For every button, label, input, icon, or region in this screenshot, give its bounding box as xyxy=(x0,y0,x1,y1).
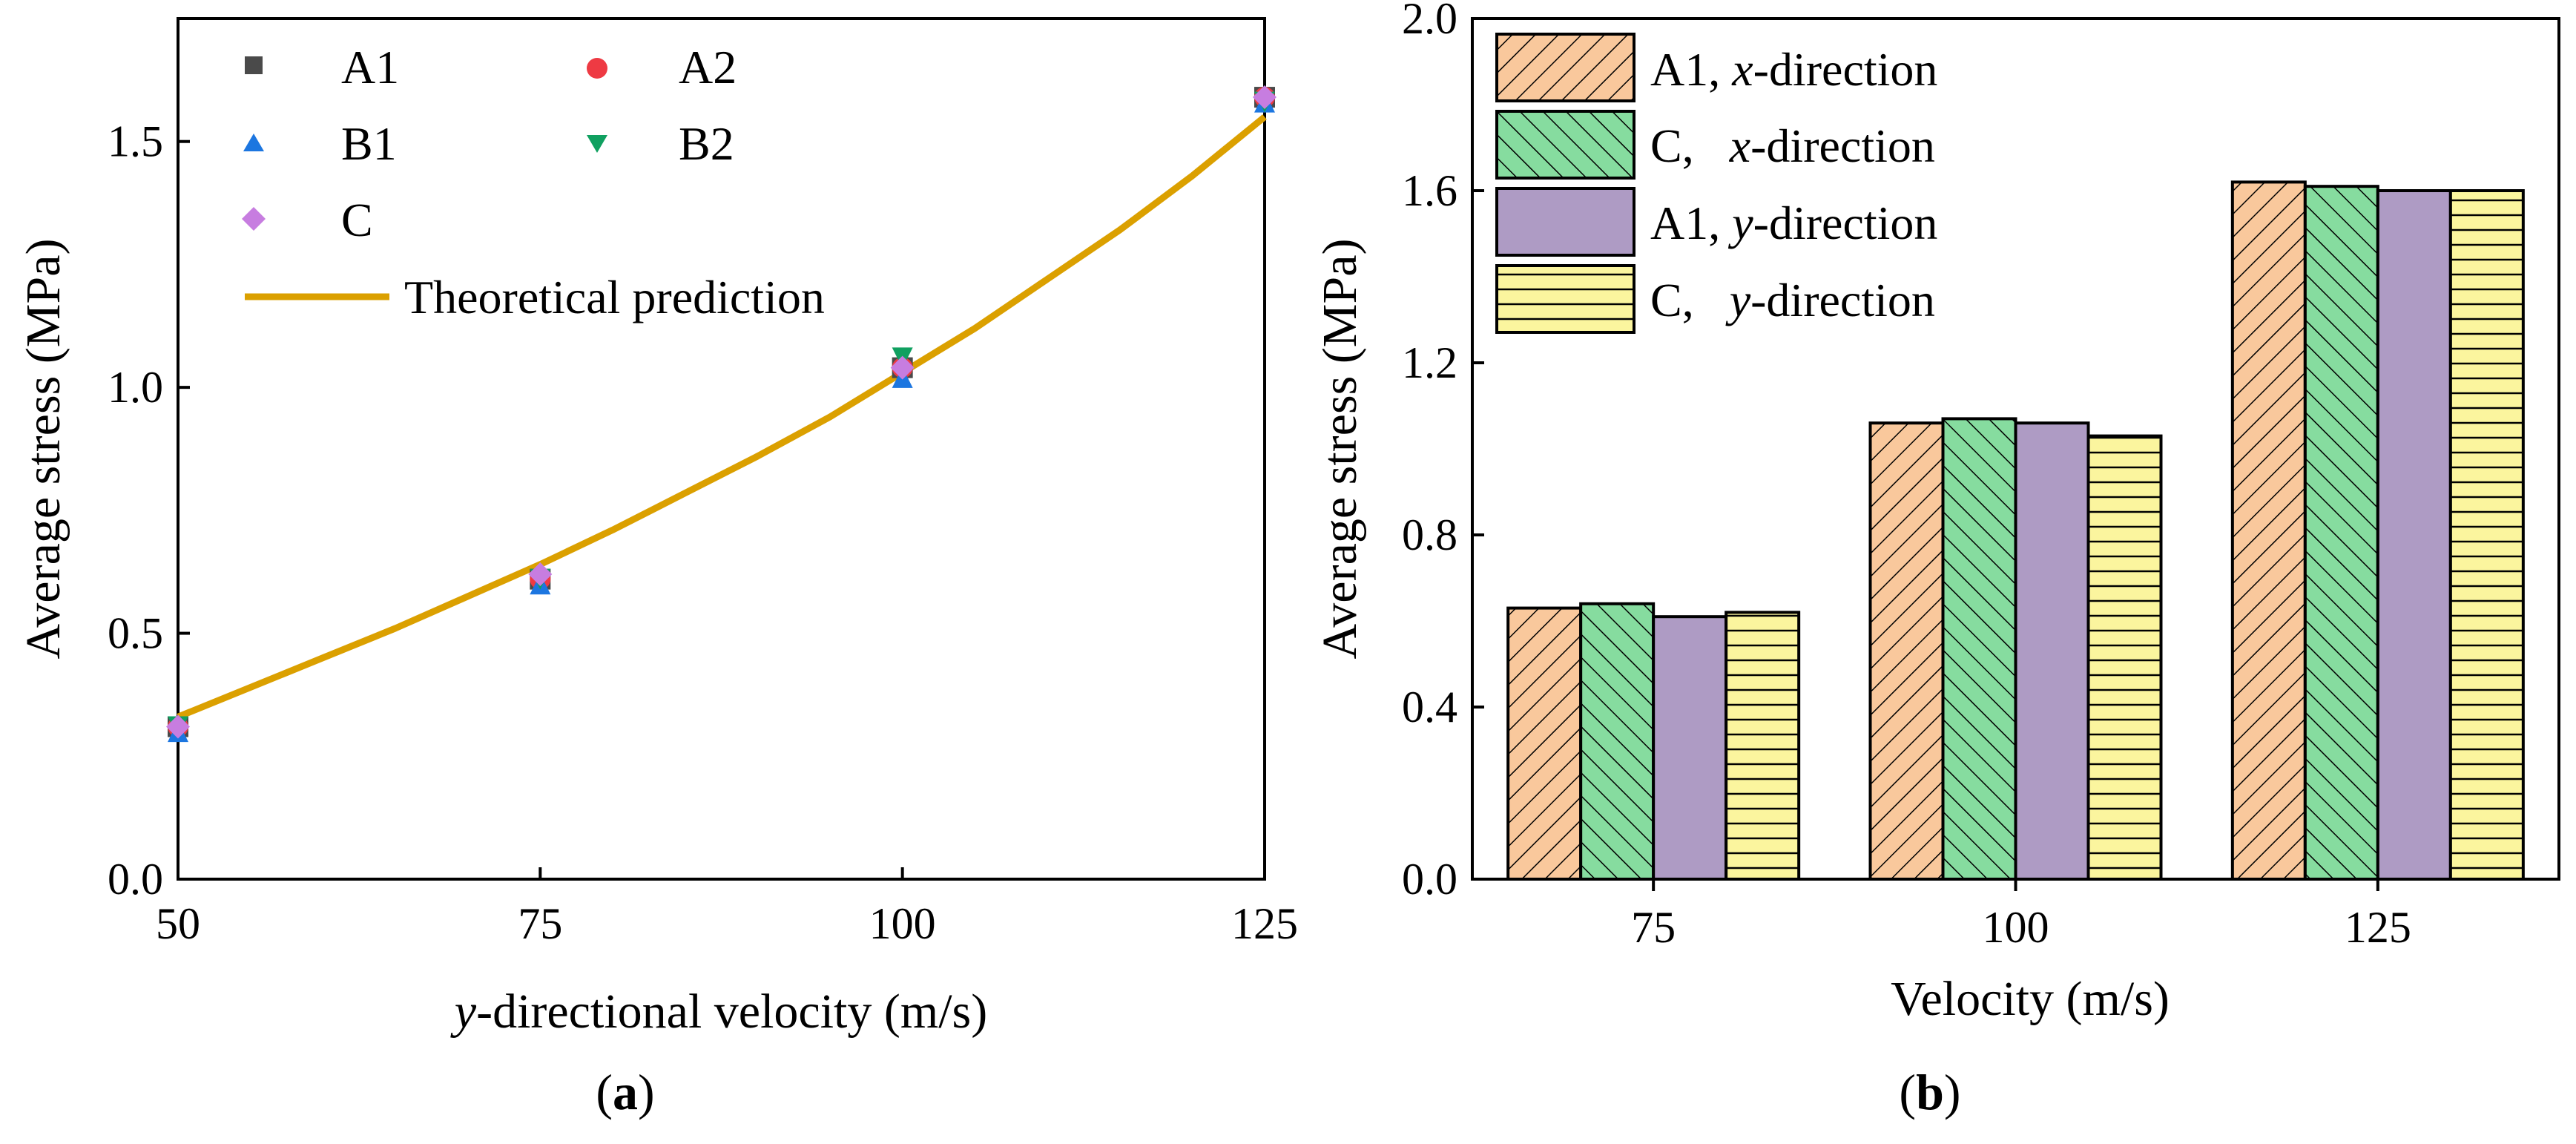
panel-b-y-tick-label: 0.8 xyxy=(1402,510,1457,559)
panel-a-legend: A1 A2 B1 B2 C Theoretical prediction xyxy=(242,41,825,323)
legend-label-A1-x-italic: x xyxy=(1731,43,1753,96)
panel-a-y-tick-label: 0.0 xyxy=(108,855,163,904)
theoretical-prediction-line xyxy=(177,114,1267,720)
panel-a-caption-open: ( xyxy=(596,1064,613,1120)
data-point-C xyxy=(890,355,915,380)
legend-label-C-x-direction: C, x-direction xyxy=(1650,119,1935,172)
data-point-C xyxy=(528,562,553,587)
panel-b-x-tick-label: 100 xyxy=(1983,903,2049,952)
legend-entry-A1-x-direction: A1, x-direction xyxy=(1495,33,1937,102)
bar-C-x-direction-100 xyxy=(1941,417,2017,881)
bar-C-y-direction-125 xyxy=(2448,189,2525,881)
panel-a-x-tick-label: 100 xyxy=(869,899,936,948)
panel-a-x-tick-label: 125 xyxy=(1231,899,1298,948)
panel-b-y-axis-title: Average stress (MPa) xyxy=(1313,239,1367,660)
legend-label-A1-y-direction: A1, y-direction xyxy=(1650,197,1937,249)
legend-label-C-x-main: C, xyxy=(1650,119,1730,172)
legend-label-A1-x-rest: -direction xyxy=(1753,43,1938,96)
panel-b-y-tick-label: 0.4 xyxy=(1402,683,1457,732)
bar-A1-y-direction-100 xyxy=(2014,421,2090,881)
panel-b-y-tick-label: 1.6 xyxy=(1402,166,1457,215)
legend-label-C-x-italic: x xyxy=(1729,119,1750,172)
legend-label-C-x-rest: -direction xyxy=(1750,119,1935,172)
panel-b-y-tick-label: 2.0 xyxy=(1402,0,1457,43)
panel-a-y-tick-label: 1.0 xyxy=(108,363,163,412)
panel-a-x-tick-label: 50 xyxy=(156,899,200,948)
panel-b-caption: (b) xyxy=(1899,1064,1960,1120)
panel-b-x-tick-label: 125 xyxy=(2345,903,2411,952)
bar-A1-x-direction-125 xyxy=(2230,180,2307,881)
legend-entry-C-x-direction: C, x-direction xyxy=(1495,110,1935,180)
panel-a-caption: (a) xyxy=(596,1064,654,1120)
panel-a-y-axis-title: Average stress (MPa) xyxy=(16,239,70,660)
legend-swatch-C-y xyxy=(1495,264,1635,334)
legend-marker-triangle-down xyxy=(587,135,607,153)
legend-label-C-y-direction: C, y-direction xyxy=(1650,274,1935,326)
panel-b-y-tick-label: 0.0 xyxy=(1402,855,1457,904)
panel-b-y-tick-label: 1.2 xyxy=(1402,338,1457,387)
legend-entry-A2: A2 xyxy=(587,41,737,93)
legend-entry-theoretical-prediction: Theoretical prediction xyxy=(245,271,825,323)
bar-C-x-direction-75 xyxy=(1579,602,1656,881)
legend-label-B1: B1 xyxy=(341,117,397,170)
legend-swatch-A1-y xyxy=(1495,187,1635,257)
legend-marker-diamond xyxy=(242,207,266,231)
data-point-C xyxy=(1253,85,1277,110)
bar-A1-y-direction-75 xyxy=(1652,615,1728,881)
panel-a-frame xyxy=(177,17,1266,881)
panel-a-x-axis-title: y-directional velocity (m/s) xyxy=(450,984,987,1039)
panel-a-x-axis-title-italic: y xyxy=(450,984,477,1039)
legend-label-C-y-italic: y xyxy=(1725,274,1751,326)
bar-A1-y-direction-125 xyxy=(2376,189,2452,881)
legend-label-A1-y-rest: -direction xyxy=(1753,197,1938,249)
legend-label-B2: B2 xyxy=(679,117,734,170)
panel-b-caption-close: ) xyxy=(1944,1064,1961,1120)
legend-entry-C: C xyxy=(242,194,373,246)
legend-entry-A1-y-direction: A1, y-direction xyxy=(1495,187,1937,257)
panel-a-y-tick-label: 0.5 xyxy=(108,609,163,658)
legend-label-C-y-rest: -direction xyxy=(1750,274,1935,326)
panel-a-scatter-chart: 50 75 100 125 0.0 0.5 1.0 1.5 A1 A2 B1 B2 C xyxy=(16,17,1298,1120)
legend-entry-B1: B1 xyxy=(243,117,397,170)
legend-label-C: C xyxy=(341,194,373,246)
panel-b-x-tick-label: 75 xyxy=(1631,903,1676,952)
bar-C-y-direction-75 xyxy=(1725,611,1801,881)
legend-label-A2: A2 xyxy=(679,41,737,93)
panel-a-caption-letter: a xyxy=(613,1064,638,1120)
bar-C-y-direction-100 xyxy=(2086,434,2163,881)
legend-label-A1-x-main: A1, xyxy=(1650,43,1732,96)
panel-a-y-tick-label: 1.5 xyxy=(108,117,163,166)
legend-label-theoretical-prediction: Theoretical prediction xyxy=(404,271,825,323)
legend-marker-square xyxy=(245,56,263,74)
data-point-C xyxy=(166,714,190,739)
legend-swatch-C-x xyxy=(1495,110,1635,180)
panel-a-x-tick-label: 75 xyxy=(518,899,562,948)
legend-label-C-y-main: C, xyxy=(1650,274,1730,326)
panel-b-legend: A1, x-direction C, x-direction A1, y-dir… xyxy=(1495,33,1937,334)
panel-a-x-axis-title-rest: -directional velocity (m/s) xyxy=(476,984,987,1039)
legend-label-A1-y-italic: y xyxy=(1727,197,1753,249)
panel-b-caption-letter: b xyxy=(1916,1064,1944,1120)
bar-A1-x-direction-75 xyxy=(1506,606,1583,881)
legend-entry-A1: A1 xyxy=(245,41,399,93)
legend-label-A1-x-direction: A1, x-direction xyxy=(1650,43,1937,96)
legend-swatch-A1-x xyxy=(1495,33,1635,102)
legend-marker-triangle-up xyxy=(243,134,264,151)
panel-b-bar-chart: 0.00.40.81.21.62.075 100 125 A1, x-directi… xyxy=(1313,0,2560,1120)
panel-b-x-axis-title: Velocity (m/s) xyxy=(1891,972,2170,1026)
bar-A1-x-direction-100 xyxy=(1868,421,1945,881)
legend-marker-circle xyxy=(587,58,607,79)
legend-entry-B2: B2 xyxy=(587,117,734,170)
legend-label-A1: A1 xyxy=(341,41,399,93)
legend-label-A1-y-main: A1, xyxy=(1650,197,1732,249)
bar-C-x-direction-125 xyxy=(2303,185,2379,881)
panel-b-caption-open: ( xyxy=(1899,1064,1916,1120)
legend-entry-C-y-direction: C, y-direction xyxy=(1495,264,1935,334)
panel-a-caption-close: ) xyxy=(638,1064,655,1120)
